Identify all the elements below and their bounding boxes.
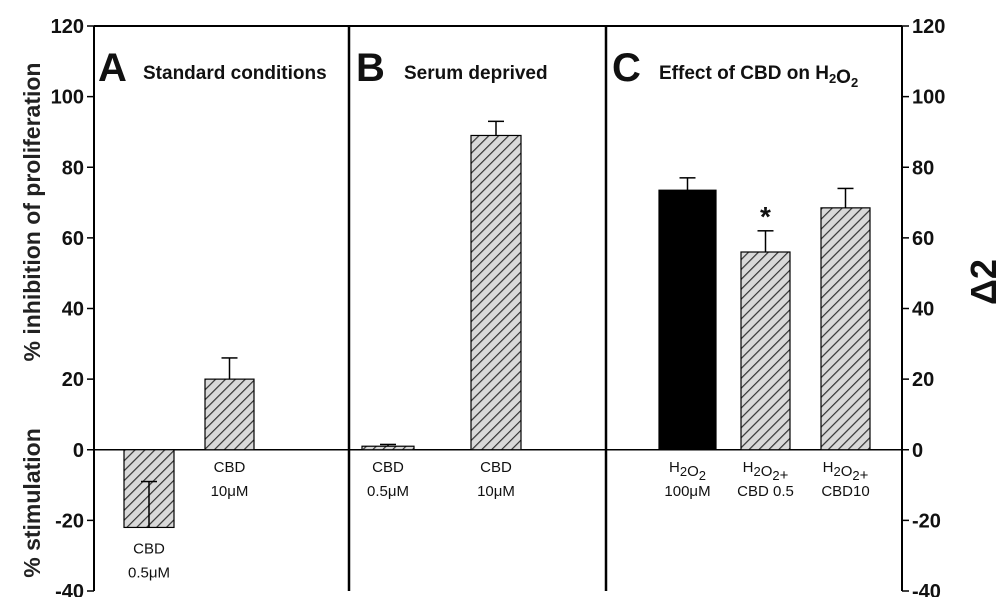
right-tick-label: 100 [912,87,945,109]
category-label: H2O2 [669,459,706,483]
panel-letter: C [612,46,641,90]
category-label: 100μM [664,483,710,500]
right-tick-label: -40 [912,581,941,597]
significance-marker: * [760,201,771,232]
left-tick-label: 100 [51,87,84,109]
panel-letter: B [356,46,385,90]
category-label: CBD [372,459,404,476]
bar [740,251,791,451]
category-label: CBD 0.5 [737,483,794,500]
category-label: CBD [214,459,246,476]
left-tick-label: 20 [62,369,84,391]
category-label: CBD [133,540,165,557]
panel-B: B Serum deprived CBD 0.5μM CBD 10μM [356,46,548,500]
left-tick-label: -40 [55,581,84,597]
bar [361,445,415,451]
left-tick-label: 0 [73,440,84,462]
category-label: 0.5μM [367,483,409,500]
bar [204,378,255,451]
bar [470,134,522,451]
right-tick-label: 20 [912,369,934,391]
left-tick-label: 80 [62,157,84,179]
panels: A Standard conditions CBD 0.5μM CBD 10μM B Seru… [98,46,871,581]
category-label: CBD [480,459,512,476]
right-tick-label: 40 [912,299,934,321]
left-tick-label: 120 [51,16,84,38]
right-tick-label: 60 [912,228,934,250]
right-tick-label: 80 [912,157,934,179]
y-axis-label-right: Δ2 [963,259,1003,305]
left-tick-label: -20 [55,510,84,532]
right-tick-label: 120 [912,16,945,38]
category-label: 0.5μM [128,564,170,581]
category-label: H2O2+ [823,459,869,484]
right-tick-label: 0 [912,440,923,462]
panel-A: A Standard conditions CBD 0.5μM CBD 10μM [98,46,327,581]
left-tick-label: 40 [62,299,84,321]
panel-C: C Effect of CBD on H2O2H2O2100μM*H2O2+CBD… [612,46,871,500]
panel-letter: A [98,46,127,90]
left-tick-label: 60 [62,228,84,250]
panel-title: Effect of CBD on H2O2 [659,63,858,90]
bar [658,189,717,451]
category-label: 10μM [477,483,515,500]
right-tick-label: -20 [912,510,941,532]
category-label: 10μM [211,483,249,500]
panel-title: Serum deprived [404,63,548,84]
category-label: H2O2+ [743,459,789,484]
panel-title: Standard conditions [143,63,327,84]
category-label: CBD10 [821,483,869,500]
y-axis-label-top: % inhibition of proliferation [19,63,45,362]
axis-labels: % inhibition of proliferation % stimulati… [19,63,1003,578]
y-axis-label-bottom: % stimulation [19,428,45,578]
bar [820,207,871,451]
